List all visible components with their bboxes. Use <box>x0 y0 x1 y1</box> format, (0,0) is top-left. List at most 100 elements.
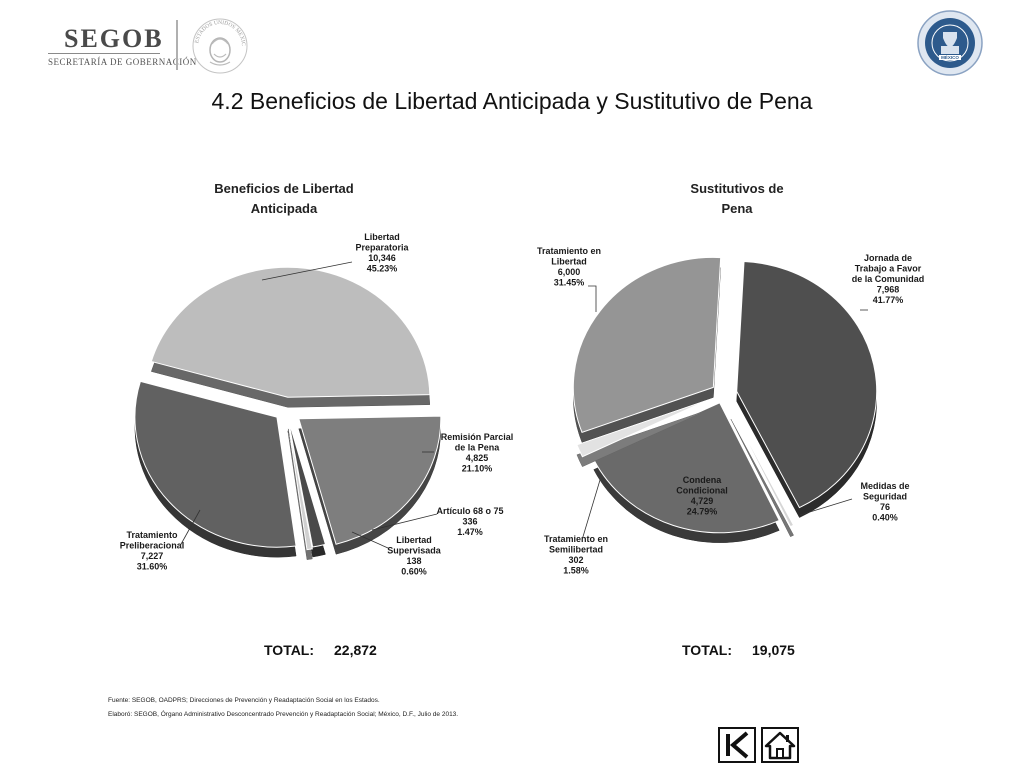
pie1-label-2-line-1: 336 <box>462 517 477 527</box>
logo-divider-line <box>48 53 160 54</box>
pie2-label-1-line-1: Seguridad <box>863 492 907 502</box>
emblem-text: MÉXICO <box>941 53 959 60</box>
pie2-label-4-line-1: Libertad <box>551 257 587 267</box>
pie1-label-2-line-2: 1.47% <box>457 527 483 537</box>
pie2-slice-tratamiento-en-libertad <box>572 256 722 443</box>
segob-logo-text: SEGOB <box>64 24 164 53</box>
pie1-slice-articulo-68-o-75 <box>287 418 327 558</box>
pie2-slice-medidas-de-seguridad-side <box>730 418 794 537</box>
pie2-label-4-line-0: Tratamiento en <box>537 246 601 256</box>
pie1-label-1-line-3: 21.10% <box>462 464 493 474</box>
pie2-label-3-line-1: Semilibertad <box>549 545 603 555</box>
pie2-slice-jornada-de-trabajo-a-favor-de-la-comunidad-face <box>736 260 878 509</box>
pie2-label-3-line-3: 1.58% <box>563 566 589 576</box>
pie2-label-3-line-2: 302 <box>568 555 583 565</box>
pie1-leader-2 <box>371 513 438 531</box>
pie1-slice-tratamiento-preliberacional <box>134 380 297 558</box>
pie2-label-3-line-0: Tratamiento en <box>544 534 608 544</box>
pie1-label-0-line-0: Libertad <box>364 232 400 242</box>
pie2-label-0-line-4: 41.77% <box>873 295 904 305</box>
pie2-slice-tratamiento-en-semilibertad <box>576 399 709 468</box>
pie1-slice-remision-parcial-de-la-pena <box>298 415 442 555</box>
pie1-label-3-line-2: 138 <box>406 556 421 566</box>
pie2-label-1-line-3: 0.40% <box>872 513 898 523</box>
pie2-label-0-line-1: Trabajo a Favor <box>855 264 922 274</box>
footnote-source: Fuente: SEGOB, OADPRS; Direcciones de Pr… <box>108 697 380 704</box>
pie1-leader-3 <box>351 531 389 549</box>
pie2-label-4-line-2: 6,000 <box>558 267 581 277</box>
pie1-slice-libertad-supervisada <box>287 420 313 560</box>
pie2-label-2-line-1: Condicional <box>676 486 728 496</box>
segob-logo: SEGOB SECRETARÍA DE GOBERNACIÓN ESTADOS … <box>44 14 264 76</box>
pie2-slice-medidas-de-seguridad-face <box>730 408 795 528</box>
pie1-label-4-line-1: Preliberacional <box>120 541 185 551</box>
footnote-prepared: Elaboró: SEGOB, Órgano Administrativo De… <box>108 711 459 718</box>
pie1-slice-libertad-preparatoria <box>150 266 431 408</box>
pie1-label-3-line-3: 0.60% <box>401 567 427 577</box>
pie1-label-1-line-0: Remisión Parcial <box>441 432 514 442</box>
pie1-label-1-line-1: de la Pena <box>455 443 501 453</box>
pie1-total-value: 22,872 <box>334 642 377 658</box>
pie1-label-0-line-3: 45.23% <box>367 264 398 274</box>
pie2-title-line2: Pena <box>721 201 753 216</box>
pie1-label-4-line-2: 7,227 <box>141 551 164 561</box>
pie1-label-2-line-0: Artículo 68 o 75 <box>436 506 503 516</box>
pie2-label-1-line-0: Medidas de <box>860 481 909 491</box>
home-icon <box>764 731 796 760</box>
pie1-label-3-line-0: Libertad <box>396 535 432 545</box>
mexican-seal-icon: ESTADOS UNIDOS MEXICANOS <box>190 14 248 74</box>
pie2-slice-condena-condicional <box>593 402 780 543</box>
pie1-label-0-line-1: Preparatoria <box>355 243 409 253</box>
pie2-title-line1: Sustitutivos de <box>690 181 783 196</box>
pie2-label-2-line-3: 24.79% <box>687 507 718 517</box>
pie1-label-1-line-2: 4,825 <box>466 453 489 463</box>
pie2-slice-jornada-de-trabajo-a-favor-de-la-comunidad <box>736 260 878 518</box>
pie2-leader-3 <box>581 479 601 541</box>
pie1-label-4-line-0: Tratamiento <box>126 530 178 540</box>
pie1-slice-tratamiento-preliberacional-face <box>134 380 297 548</box>
pie1-label-0-line-2: 10,346 <box>368 253 396 263</box>
skip-back-button[interactable] <box>718 727 756 763</box>
pie1-label-4-line-3: 31.60% <box>137 562 168 572</box>
institution-emblem-icon: MÉXICO <box>917 10 983 76</box>
pie2-leader-1 <box>799 498 853 516</box>
skip-back-icon <box>726 731 749 759</box>
pie2-total-value: 19,075 <box>752 642 795 658</box>
page-title: 4.2 Beneficios de Libertad Anticipada y … <box>211 88 813 114</box>
pie1-slice-remision-parcial-de-la-pena-face <box>298 415 442 545</box>
pie2-label-4-line-3: 31.45% <box>554 278 585 288</box>
pie1-label-3-line-1: Supervisada <box>387 546 442 556</box>
pie1-title-line1: Beneficios de Libertad <box>214 181 353 196</box>
pie2-slice-tratamiento-en-libertad-face <box>572 256 722 433</box>
pie1-slice-libertad-supervisada-face <box>287 420 313 551</box>
pie2-leader-4 <box>588 285 597 312</box>
pie1-total-label: TOTAL: <box>264 642 315 658</box>
segob-logo-subtitle: SECRETARÍA DE GOBERNACIÓN <box>48 57 197 67</box>
pie1-title-line2: Anticipada <box>251 201 318 216</box>
pie2-label-2-line-2: 4,729 <box>691 496 714 506</box>
pie1-slice-libertad-preparatoria-face <box>150 266 431 398</box>
pie2-label-0-line-2: de la Comunidad <box>852 274 925 284</box>
pie2-label-1-line-2: 76 <box>880 502 890 512</box>
pie2-slice-medidas-de-seguridad <box>730 408 795 537</box>
pie1-leader-4 <box>179 509 201 547</box>
home-button[interactable] <box>761 727 799 763</box>
logo-separator <box>176 20 178 70</box>
pie2-label-0-line-0: Jornada de <box>864 253 912 263</box>
pie1-leader-0 <box>261 261 353 281</box>
pie1: LibertadPreparatoria10,34645.23%Remisión… <box>120 232 514 577</box>
pie2-label-0-line-3: 7,968 <box>877 285 900 295</box>
pie2-total-label: TOTAL: <box>682 642 733 658</box>
pie1-slice-articulo-68-o-75-face <box>287 418 327 548</box>
